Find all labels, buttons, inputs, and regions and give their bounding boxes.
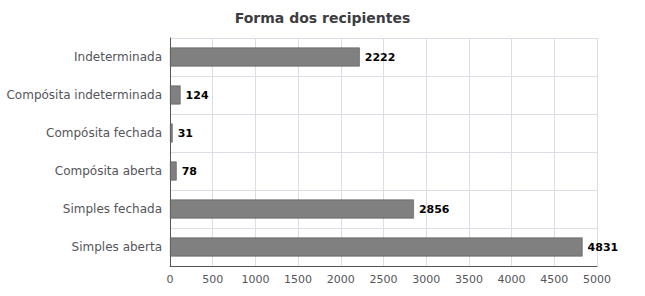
svg-text:1500: 1500: [284, 273, 312, 286]
svg-text:Simples aberta: Simples aberta: [72, 240, 162, 254]
svg-text:2000: 2000: [327, 273, 355, 286]
svg-text:4000: 4000: [498, 273, 526, 286]
svg-text:Simples fechada: Simples fechada: [63, 202, 162, 216]
svg-text:2500: 2500: [370, 273, 398, 286]
svg-text:Compósita aberta: Compósita aberta: [55, 164, 162, 178]
svg-text:1000: 1000: [241, 273, 269, 286]
svg-text:5000: 5000: [583, 273, 611, 286]
svg-text:500: 500: [202, 273, 223, 286]
svg-text:4831: 4831: [588, 241, 619, 254]
svg-text:2222: 2222: [365, 51, 396, 64]
svg-text:Compósita indeterminada: Compósita indeterminada: [6, 88, 162, 102]
svg-text:3000: 3000: [412, 273, 440, 286]
svg-text:2856: 2856: [419, 203, 450, 216]
svg-text:Indeterminada: Indeterminada: [74, 50, 162, 64]
svg-text:0: 0: [167, 273, 174, 286]
svg-text:78: 78: [182, 165, 197, 178]
svg-text:31: 31: [178, 127, 193, 140]
svg-text:124: 124: [186, 89, 209, 102]
svg-text:Forma dos recipientes: Forma dos recipientes: [235, 10, 411, 26]
svg-text:4500: 4500: [540, 273, 568, 286]
svg-text:3500: 3500: [455, 273, 483, 286]
svg-text:Compósita fechada: Compósita fechada: [46, 126, 162, 140]
